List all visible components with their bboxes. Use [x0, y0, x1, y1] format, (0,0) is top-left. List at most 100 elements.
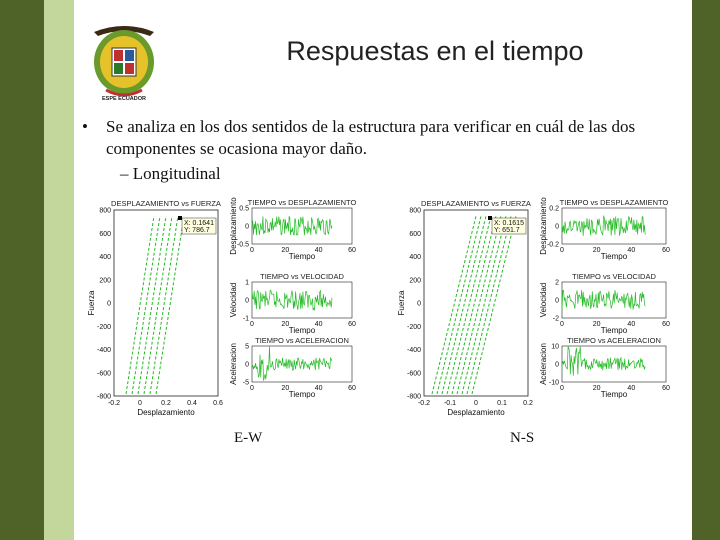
- panel-xtick-label: 20: [593, 247, 601, 254]
- panel-ylabel: Aceleracion: [229, 343, 238, 385]
- panel-xtick-label: 60: [662, 385, 670, 392]
- panel-signal-trace: [251, 289, 333, 311]
- datatip-marker: [178, 216, 182, 220]
- panel-ytick-label: 0.5: [239, 206, 249, 213]
- hysteresis-loops: [125, 215, 185, 395]
- panel-ylabel: Desplazamiento: [229, 197, 238, 255]
- panel-title: TIEMPO vs VELOCIDAD: [260, 272, 344, 281]
- panel-xtick-label: 0: [560, 247, 564, 254]
- panel-xtick-label: 60: [348, 385, 356, 392]
- caption-ew: E-W: [234, 430, 263, 446]
- main-ytick-label: -800: [97, 394, 111, 401]
- panel-xtick-label: 20: [281, 385, 289, 392]
- panel-ytick-label: -5: [243, 380, 249, 387]
- panel-ytick-label: -0.2: [547, 242, 559, 249]
- panel-ytick-label: 1: [245, 280, 249, 287]
- hysteresis-branch: [131, 215, 161, 395]
- panel-ylabel: Velocidad: [539, 283, 548, 318]
- panel-xtick-label: 60: [348, 321, 356, 328]
- main-xlabel: Desplazamiento: [137, 408, 195, 417]
- panel-signal-trace: [561, 346, 646, 376]
- panel-ytick-label: 0: [555, 224, 559, 231]
- panel-ytick-label: 0: [245, 362, 249, 369]
- panel-frame: [561, 207, 667, 245]
- main-ytick-label: 800: [409, 208, 421, 215]
- panel-ytick-label: 0: [555, 298, 559, 305]
- panel-xtick-label: 20: [281, 247, 289, 254]
- hysteresis-branch: [143, 215, 173, 395]
- hysteresis-branch: [137, 215, 167, 395]
- frame-left-dark-bar: [0, 0, 44, 540]
- panel-xlabel: Tiempo: [601, 390, 628, 399]
- panel-title: TIEMPO vs ACELERACION: [255, 336, 349, 345]
- panel-xtick-label: 60: [662, 247, 670, 254]
- panel-xtick-label: 60: [348, 247, 356, 254]
- main-ytick-label: -800: [407, 394, 421, 401]
- logo-text: ESPE ECUADOR: [102, 96, 146, 102]
- hysteresis-branch: [451, 215, 497, 395]
- panel-xlabel: Tiempo: [289, 390, 316, 399]
- datatip-y: Y: 651.7: [494, 227, 520, 234]
- main-ytick-label: 600: [99, 231, 111, 238]
- hysteresis-branch: [471, 215, 517, 395]
- main-xtick-label: 0.1: [497, 400, 507, 407]
- panel-ytick-label: -0.5: [237, 242, 249, 249]
- bullet-dot: •: [82, 117, 88, 136]
- panel-xtick-label: 0: [250, 385, 254, 392]
- panel-xtick-label: 0: [560, 385, 564, 392]
- bullet-paragraph: Se analiza en los dos sentidos de la est…: [106, 117, 636, 158]
- panel-xtick-label: 0: [250, 321, 254, 328]
- panel-xtick-label: 20: [281, 321, 289, 328]
- main-plot-frame: [113, 209, 219, 397]
- panel-ytick-label: 0.2: [549, 206, 559, 213]
- panel-xtick-label: 40: [627, 385, 635, 392]
- frame-left-light-bar: [44, 0, 74, 540]
- panel-xlabel: Tiempo: [601, 326, 628, 335]
- datatip-x: X: 0.1641: [184, 220, 214, 227]
- panel-xtick-label: 40: [627, 247, 635, 254]
- main-xtick-label: 0.2: [161, 400, 171, 407]
- main-plot-frame: [423, 209, 529, 397]
- main-plot-title: DESPLAZAMIENTO vs FUERZA: [421, 199, 531, 208]
- hysteresis-branch: [125, 215, 155, 395]
- main-ytick-label: 0: [417, 301, 421, 308]
- main-xtick-label: -0.2: [418, 400, 430, 407]
- figure-ns: DESPLAZAMIENTO vs FUERZA8006004002000-20…: [397, 197, 670, 417]
- panel-ytick-label: 5: [245, 344, 249, 351]
- datatip-y: Y: 786.7: [184, 227, 210, 234]
- main-xtick-label: 0: [474, 400, 478, 407]
- panel-frame: [561, 281, 667, 319]
- sub-bullet: – Longitudinal: [120, 164, 221, 183]
- panel-ytick-label: 0: [245, 224, 249, 231]
- datatip-x: X: 0.1615: [494, 220, 524, 227]
- main-ytick-label: -600: [407, 370, 421, 377]
- main-ytick-label: -200: [407, 324, 421, 331]
- datatip-box: [491, 217, 527, 235]
- panel-ytick-label: 0: [555, 362, 559, 369]
- main-ytick-label: -200: [97, 324, 111, 331]
- datatip-box: [181, 217, 217, 235]
- main-ylabel: Fuerza: [87, 290, 96, 315]
- panel-frame: [251, 345, 353, 383]
- main-xtick-label: 0.4: [187, 400, 197, 407]
- panel-signal-trace: [251, 215, 333, 236]
- panel-signal-trace: [561, 214, 646, 236]
- main-ytick-label: 800: [99, 208, 111, 215]
- main-xlabel: Desplazamiento: [447, 408, 505, 417]
- main-ytick-label: -400: [407, 347, 421, 354]
- main-ytick-label: 600: [409, 231, 421, 238]
- panel-ytick-label: -10: [549, 380, 559, 387]
- main-ylabel: Fuerza: [397, 290, 406, 315]
- main-ytick-label: -600: [97, 370, 111, 377]
- panel-xtick-label: 40: [315, 321, 323, 328]
- panel-xtick-label: 0: [250, 247, 254, 254]
- panel-xtick-label: 20: [593, 321, 601, 328]
- main-ytick-label: 200: [99, 277, 111, 284]
- panel-xtick-label: 40: [627, 321, 635, 328]
- main-ytick-label: 200: [409, 277, 421, 284]
- slide-title: Respuestas en el tiempo: [286, 36, 584, 66]
- panel-xlabel: Tiempo: [289, 252, 316, 261]
- panel-xtick-label: 40: [315, 385, 323, 392]
- datatip-marker: [488, 216, 492, 220]
- hysteresis-branch: [431, 215, 477, 395]
